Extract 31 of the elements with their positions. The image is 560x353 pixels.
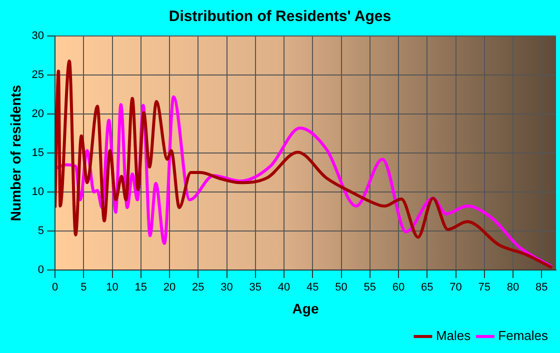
x-tick-label: 45 [306,282,319,294]
x-tick-label: 65 [421,282,434,294]
y-tick-label: 30 [32,30,44,42]
x-tick-label: 25 [192,282,204,294]
y-tick-label: 0 [38,264,44,276]
x-tick-label: 75 [478,282,491,294]
legend-label: Males [436,328,472,344]
y-tick-label: 20 [32,108,44,120]
x-tick-label: 55 [364,282,376,294]
x-tick-label: 0 [52,282,58,294]
y-tick-label: 25 [32,69,44,82]
x-tick-label: 30 [220,282,233,294]
x-tick-label: 50 [335,282,348,294]
y-tick-label: 5 [38,225,44,238]
x-tick-label: 5 [80,282,87,294]
x-tick-label: 20 [163,282,176,294]
y-tick-label: 15 [32,147,44,160]
x-tick-label: 10 [106,282,118,294]
legend-label: Females [498,328,548,344]
x-tick-label: 15 [134,282,148,294]
x-tick-label: 40 [278,282,290,294]
x-tick-label: 80 [506,282,520,294]
y-axis-title: Number of residents [7,84,24,222]
x-axis-title: Age [292,300,319,316]
x-tick-label: 85 [536,282,548,294]
x-tick-label: 70 [450,282,462,294]
chart-title: Distribution of Residents' Ages [168,8,392,26]
x-tick-label: 60 [392,282,405,294]
x-tick-label: 35 [249,282,262,294]
y-tick-label: 10 [32,186,44,198]
line-series [55,59,554,270]
